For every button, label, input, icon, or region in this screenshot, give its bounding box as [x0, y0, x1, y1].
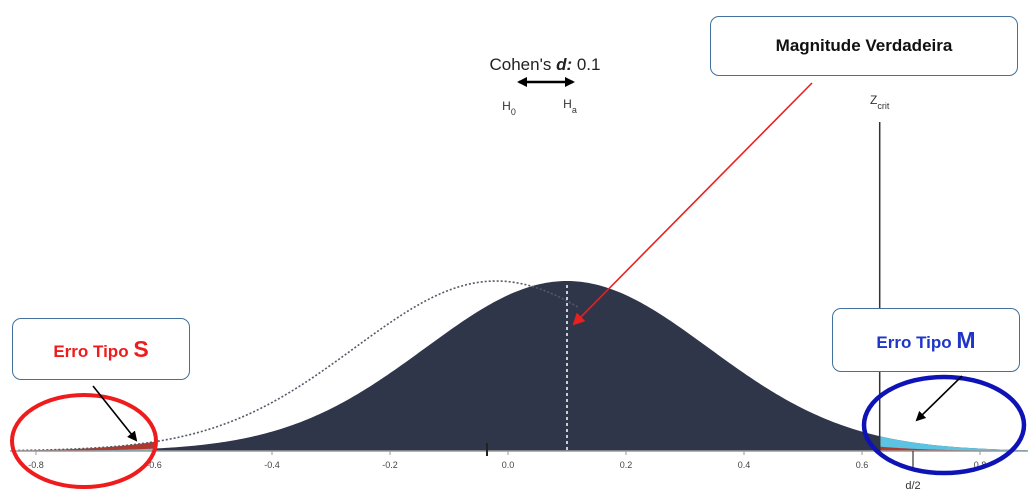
type-s-error-ellipse [10, 393, 158, 489]
alternative-distribution-area [18, 281, 1028, 451]
x-axis-ticks: -0.8 -0.6 -0.4 -0.2 0.0 0.2 0.4 0.6 0.8 [28, 451, 986, 470]
type-s-pointer-arrow [92, 385, 138, 442]
x-tick-label: 0.4 [738, 460, 751, 470]
x-tick-label: 0.2 [620, 460, 633, 470]
z-crit-label: Zcrit [870, 93, 890, 111]
type-m-pointer-arrow [915, 375, 963, 422]
x-tick-label: -0.4 [264, 460, 280, 470]
x-tick-label: -0.6 [146, 460, 162, 470]
magnitude-callout-text: Magnitude Verdadeira [775, 36, 953, 55]
magnitude-callout: Magnitude Verdadeira [710, 16, 1018, 76]
ha-label: Ha [563, 97, 577, 115]
magnitude-pointer-arrow [572, 82, 813, 326]
type-m-callout-text: Erro Tipo M [876, 326, 976, 353]
rejection-region-left [18, 441, 154, 451]
type-s-callout: Erro Tipo S [12, 318, 190, 380]
x-tick-label: -0.8 [28, 460, 44, 470]
null-distribution-curve [18, 280, 580, 452]
x-tick-label: 0.6 [856, 460, 869, 470]
h0-label: H0 [502, 99, 516, 117]
type-m-error-ellipse [861, 374, 1027, 476]
d2-label: d/2 [905, 480, 920, 492]
type-m-callout: Erro Tipo M [832, 308, 1020, 372]
x-tick-label: -0.2 [382, 460, 398, 470]
rejection-region-right [879, 446, 1028, 451]
x-tick-label: 0.0 [502, 460, 515, 470]
x-tick-label: 0.8 [974, 460, 987, 470]
type-s-callout-text: Erro Tipo S [53, 335, 149, 362]
power-region-right [879, 436, 1028, 451]
cohens-d-label: Cohen's d: 0.1 [490, 55, 601, 74]
